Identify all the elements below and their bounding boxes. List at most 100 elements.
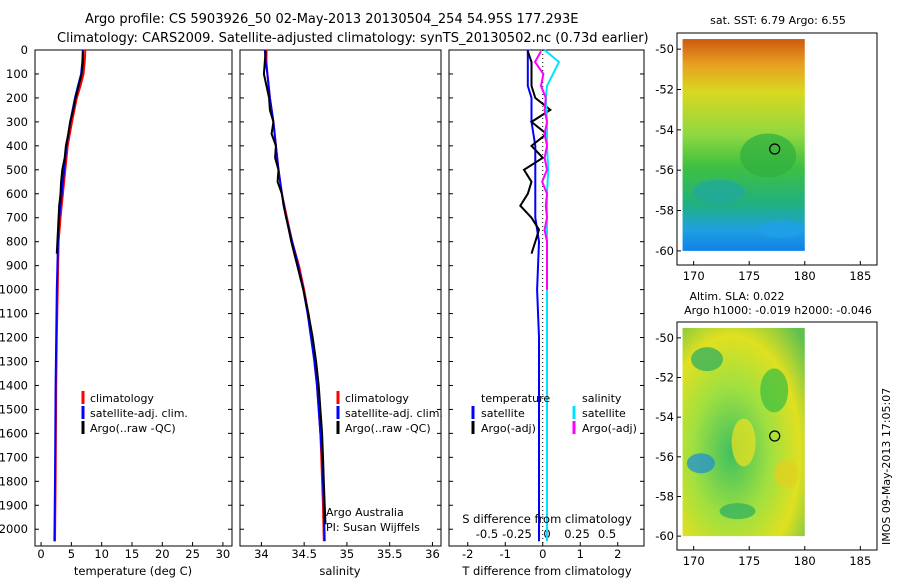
diff-legend-salinity-title: salinity — [582, 392, 622, 405]
map-y-tick-label: -56 — [655, 163, 674, 177]
map-x-tick-label: 180 — [794, 554, 816, 568]
argo-australia-label: Argo Australia — [326, 506, 404, 519]
sla-map-feature — [760, 368, 789, 413]
x-tick-label: 30 — [216, 547, 231, 561]
x-tick-label: 20 — [155, 547, 170, 561]
map-y-tick-label: -50 — [655, 42, 674, 56]
depth-tick-label: 700 — [6, 211, 28, 225]
x-tick-label: 0 — [37, 547, 44, 561]
x-tick-label: 34 — [254, 547, 269, 561]
sdiff-tick-label: -0.5 — [476, 527, 498, 541]
depth-tick-label: 1500 — [0, 402, 28, 416]
x-tick-label: 34.5 — [291, 547, 317, 561]
sst-map-frame — [676, 32, 878, 266]
map-y-tick-label: -54 — [655, 123, 674, 137]
depth-tick-label: 1700 — [0, 450, 28, 464]
depth-tick-label: 400 — [6, 139, 28, 153]
difference-legend: temperature satellite Argo(-adj) salinit… — [471, 392, 637, 435]
map-x-tick-label: 175 — [738, 554, 760, 568]
header-title-line1: Argo profile: CS 5903926_50 02-May-2013 … — [85, 12, 578, 27]
map-x-tick-label: 180 — [794, 269, 816, 283]
depth-tick-label: 1000 — [0, 283, 28, 297]
depth-tick-label: 1600 — [0, 426, 28, 440]
sla-map-feature — [691, 347, 723, 372]
sla-map-plot: 170 175 180 185 -50 -52 -54 -56 -58 -60 — [655, 327, 871, 568]
map-y-tick-label: -58 — [655, 204, 674, 218]
tdiff-line-temperature-argo-adj- — [519, 50, 553, 255]
map-y-tick-label: -54 — [655, 410, 674, 424]
x-tick-label: -1 — [500, 547, 511, 561]
map-y-tick-label: -50 — [655, 331, 674, 345]
sal-line-argo-raw-qc- — [262, 51, 327, 525]
depth-tick-label: 1300 — [0, 354, 28, 368]
sal-line-climatology — [265, 50, 325, 542]
depth-tick-label: 100 — [6, 67, 28, 81]
legend-argo-label: Argo(..raw -QC) — [90, 422, 176, 435]
salinity-legend: climatology satellite-adj. clim. Argo(..… — [336, 391, 443, 435]
pi-label: PI: Susan Wijffels — [326, 521, 420, 534]
sdiff-tick-label: 0.25 — [564, 527, 590, 541]
difference-x-axis: -2 -1 0 1 2-0.5 -0.25 0 0.25 0.5 — [462, 50, 621, 561]
sdiff-line-salinity-argo-adj- — [533, 50, 549, 290]
x-tick-label: 1 — [577, 547, 584, 561]
salinity-panel-frame — [239, 49, 442, 547]
depth-tick-label: 1400 — [0, 378, 28, 392]
sla-map-title-2: Argo h1000: -0.019 h2000: -0.046 — [684, 304, 872, 317]
temperature-legend: climatology satellite-adj. clim. Argo(..… — [81, 391, 188, 435]
diff-legend-t-argo-label: Argo(-adj) — [481, 422, 536, 435]
temp-line-satellite-adj-clim- — [53, 49, 84, 542]
depth-tick-label: 1200 — [0, 331, 28, 345]
sal-legend-satellite-label: satellite-adj. clim. — [345, 407, 443, 420]
depth-tick-label: 600 — [6, 187, 28, 201]
sla-map-feature — [774, 459, 799, 488]
diff-legend-s-argo-label: Argo(-adj) — [582, 422, 637, 435]
sla-map-feature — [686, 453, 715, 474]
tdiff-line-temperature-satellite — [526, 50, 541, 542]
sdiff-tick-label: -0.25 — [502, 527, 532, 541]
x-tick-label: 10 — [94, 547, 109, 561]
header-title-line2: Climatology: CARS2009. Satellite-adjuste… — [57, 31, 649, 46]
temperature-xlabel: temperature (deg C) — [74, 564, 192, 578]
temperature-panel-frame — [34, 49, 233, 547]
map-x-tick-label: 170 — [683, 269, 705, 283]
map-x-tick-label: 185 — [849, 269, 871, 283]
map-x-tick-label: 175 — [738, 269, 760, 283]
depth-tick-label: 800 — [6, 235, 28, 249]
argo-position-marker — [769, 430, 781, 442]
s-difference-label: S difference from climatology — [462, 512, 632, 526]
profile-lines — [53, 49, 561, 542]
depth-tick-label: 0 — [21, 43, 28, 57]
depth-tick-label: 1800 — [0, 474, 28, 488]
diff-legend-t-satellite-label: satellite — [481, 407, 525, 420]
sla-map-frame — [676, 321, 878, 551]
depth-tick-label: 900 — [6, 259, 28, 273]
x-tick-label: 35.5 — [377, 547, 403, 561]
map-y-tick-label: -60 — [655, 529, 674, 543]
sla-map-feature — [731, 418, 756, 467]
map-y-tick-label: -52 — [655, 371, 674, 385]
x-tick-label: 15 — [125, 547, 140, 561]
salinity-xlabel: salinity — [319, 564, 360, 578]
depth-tick-label: 1900 — [0, 498, 28, 512]
sst-map-plot: 170 175 180 185 -50 -52 -54 -56 -58 -60 — [655, 39, 871, 283]
depth-tick-label: 300 — [6, 115, 28, 129]
temperature-x-axis: 0 5 10 15 20 25 30 — [37, 542, 230, 561]
sla-map-title-1: Altim. SLA: 0.022 — [689, 290, 784, 303]
diff-legend-s-satellite-label: satellite — [582, 407, 626, 420]
depth-tick-label: 2000 — [0, 522, 28, 536]
map-x-tick-label: 185 — [849, 554, 871, 568]
depth-axis: 0 100 200 300 400 500 600 700 800 900 1000 1100 1200… — [0, 43, 644, 536]
sst-map-title: sat. SST: 6.79 Argo: 6.55 — [710, 14, 846, 27]
sal-legend-climatology-label: climatology — [345, 392, 409, 405]
x-tick-label: 35 — [340, 547, 355, 561]
t-difference-xlabel: T difference from climatology — [461, 564, 632, 578]
map-y-tick-label: -60 — [655, 244, 674, 258]
depth-tick-label: 1100 — [0, 307, 28, 321]
imos-timestamp: IMOS 09-May-2013 17:05:07 — [880, 388, 893, 545]
x-tick-label: 2 — [614, 547, 621, 561]
map-y-tick-label: -56 — [655, 450, 674, 464]
legend-satellite-label: satellite-adj. clim. — [90, 407, 188, 420]
sla-map-feature — [719, 503, 756, 520]
map-y-tick-label: -58 — [655, 489, 674, 503]
diff-legend-temperature-title: temperature — [481, 392, 550, 405]
